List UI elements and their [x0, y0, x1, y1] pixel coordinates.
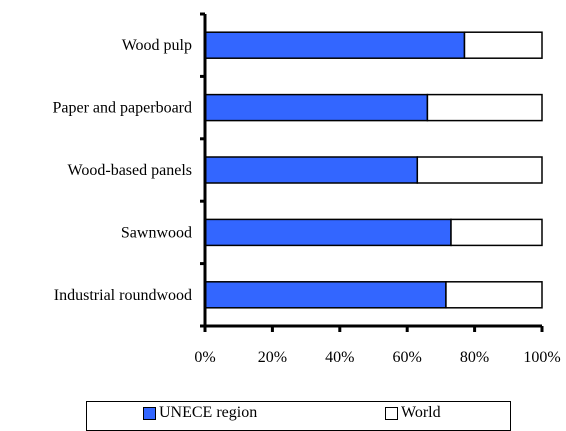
legend-swatch-unece [143, 406, 156, 420]
x-tick-label: 40% [325, 349, 354, 366]
bar-world-0 [463, 31, 543, 59]
bar-world-1 [426, 93, 543, 122]
bar-group [204, 31, 543, 309]
x-tick-label: 60% [393, 349, 422, 366]
x-tick-label: 20% [258, 349, 287, 366]
legend: UNECE region World [86, 401, 511, 431]
legend-swatch-world [385, 406, 398, 420]
category-label: Wood-based panels [68, 162, 192, 179]
category-label: Paper and paperboard [53, 100, 193, 117]
bar-world-4 [445, 281, 543, 309]
legend-label-world: World [401, 404, 441, 421]
bar-unece-3 [204, 218, 452, 247]
labels: Wood pulp Paper and paperboard Wood-based … [53, 37, 561, 366]
x-tick-label: 0% [194, 349, 215, 366]
legend-item-world: World [385, 404, 441, 422]
category-label: Wood pulp [122, 37, 192, 54]
bar-world-2 [416, 156, 543, 184]
bar-unece-0 [204, 31, 466, 59]
category-label: Sawnwood [121, 224, 192, 241]
legend-item-unece: UNECE region [143, 404, 257, 422]
legend-label-unece: UNECE region [159, 404, 258, 421]
x-tick-label: 80% [460, 349, 489, 366]
bar-unece-4 [204, 281, 447, 309]
bar-unece-1 [204, 93, 429, 122]
bar-unece-2 [204, 156, 419, 184]
bar-world-3 [450, 218, 543, 247]
category-label: Industrial roundwood [54, 287, 192, 304]
axes [200, 12, 544, 332]
x-tick-label: 100% [523, 349, 560, 366]
